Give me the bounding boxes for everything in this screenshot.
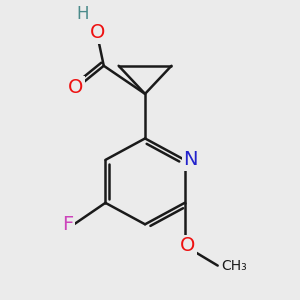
Text: N: N — [183, 150, 198, 170]
Text: O: O — [89, 23, 105, 42]
Text: O: O — [68, 78, 83, 97]
Text: O: O — [180, 236, 196, 255]
Text: H: H — [76, 5, 88, 23]
Text: F: F — [62, 215, 74, 234]
Text: CH₃: CH₃ — [221, 259, 247, 273]
